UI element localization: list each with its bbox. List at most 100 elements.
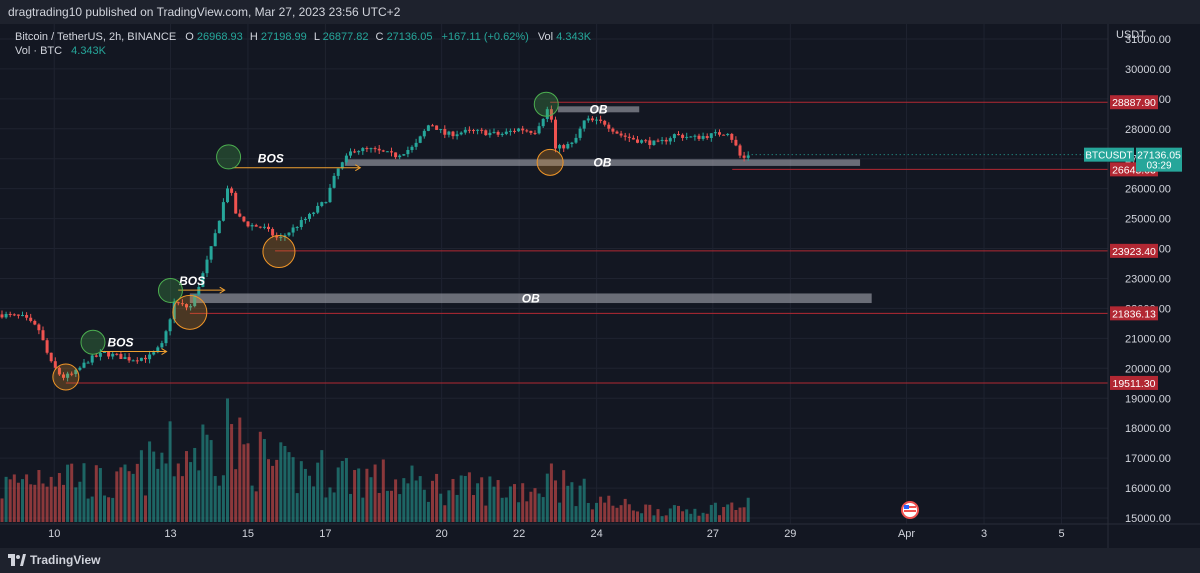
candle-body	[631, 137, 635, 140]
volume-bar	[615, 507, 619, 522]
swing-high-circle	[533, 91, 559, 117]
volume-bar	[730, 502, 734, 522]
time-tick-label: 15	[242, 528, 254, 540]
time-tick-label: 24	[590, 528, 602, 540]
volume-bar	[500, 497, 504, 522]
legend: Bitcoin / TetherUS, 2h, BINANCE O 26968.…	[15, 31, 592, 57]
symbol-tag	[1084, 147, 1134, 162]
volume-bar	[152, 451, 156, 522]
volume-bar	[357, 468, 361, 522]
candle-body	[82, 362, 86, 368]
volume-bar	[369, 477, 373, 522]
volume-bar	[94, 465, 98, 522]
volume-bar	[365, 468, 369, 522]
candle-body	[164, 331, 168, 344]
volume-bar	[574, 506, 578, 522]
candle-body	[615, 131, 619, 134]
legend-vol-value: 4.343K	[556, 31, 592, 43]
candle-body	[168, 319, 172, 332]
time-tick-label: 13	[164, 528, 176, 540]
volume-bar	[234, 469, 238, 522]
volume-bar	[738, 507, 742, 522]
candle-body	[221, 202, 225, 221]
legend-h-label: H	[250, 31, 258, 43]
candle-body	[320, 202, 324, 206]
volume-bar	[476, 483, 480, 522]
candle-body	[439, 129, 443, 131]
volume-bar	[709, 504, 713, 522]
volume-bar	[197, 470, 201, 522]
volume-bar	[164, 463, 168, 522]
volume-bar	[62, 484, 65, 522]
time-tick-label: Apr	[898, 528, 915, 540]
candle-body	[406, 150, 410, 155]
level-price-label: 28887.90	[1112, 97, 1156, 109]
time-tick-label: 22	[513, 528, 525, 540]
candle-body	[709, 133, 713, 138]
volume-bar	[677, 505, 680, 522]
us-flag-icon[interactable]	[901, 501, 919, 519]
volume-bar	[672, 505, 676, 522]
candle-body	[377, 148, 381, 151]
time-axis[interactable]: 10 13 15 17 20 22 24 27 29 Apr 3 5	[48, 528, 1064, 540]
price-tick-label: 30000.00	[1125, 64, 1171, 76]
candle-body	[652, 140, 656, 146]
volume-bar	[648, 504, 652, 522]
candle-body	[226, 188, 229, 203]
volume-bar	[303, 468, 307, 522]
candle-body	[640, 140, 644, 143]
candle-body	[8, 313, 12, 315]
candle-body	[78, 367, 82, 370]
volume-bar	[435, 473, 439, 522]
candle-body	[33, 320, 37, 325]
volume-bar	[340, 460, 344, 522]
bos-label: BOS	[107, 336, 133, 350]
volume-bar	[172, 476, 176, 522]
candle-body	[336, 168, 340, 176]
volume-bar	[484, 505, 488, 522]
swing-low-circle	[262, 235, 296, 269]
volume-bar	[590, 509, 594, 522]
volume-bar	[603, 502, 607, 522]
volume-bar	[271, 465, 275, 522]
volume-bar	[262, 439, 266, 522]
time-tick-label: 20	[436, 528, 448, 540]
volume-bar	[283, 445, 287, 522]
candle-body	[16, 314, 20, 316]
volume-bar	[250, 485, 254, 522]
candle-body	[435, 125, 439, 130]
candle-body	[66, 373, 70, 378]
legend-o-label: O	[185, 31, 194, 43]
volume-bar	[570, 482, 574, 522]
legend-vol-label: Vol	[538, 31, 553, 43]
candle-body	[353, 151, 357, 153]
candle-body	[422, 130, 426, 137]
annotations: BOS BOS BOS	[52, 91, 564, 391]
candle-body	[209, 246, 213, 260]
candle-body	[176, 302, 180, 304]
publisher-line: dragtrading10 published on TradingView.c…	[8, 5, 401, 19]
volume-bar	[443, 505, 447, 522]
candle-body	[246, 221, 250, 227]
candle-body	[738, 145, 742, 156]
price-tick-label: 21000.00	[1125, 333, 1171, 345]
candle-body	[123, 357, 127, 359]
candle-body	[324, 202, 328, 204]
candle-body	[517, 128, 521, 132]
candle-body	[484, 130, 488, 136]
volume-bar	[537, 493, 541, 522]
candle-body	[697, 135, 701, 139]
candle-body	[86, 362, 90, 364]
candle-body	[726, 133, 730, 135]
candle-body	[627, 136, 631, 138]
candle-body	[529, 130, 533, 133]
volume-bar	[533, 488, 537, 522]
volume-bar	[16, 482, 20, 522]
volume-bar	[230, 424, 234, 522]
bos-arrow-head	[355, 164, 362, 172]
candle-body	[201, 273, 205, 287]
price-tick-label: 26000.00	[1125, 184, 1171, 196]
candle-body	[238, 213, 242, 217]
candle-body	[98, 352, 102, 357]
